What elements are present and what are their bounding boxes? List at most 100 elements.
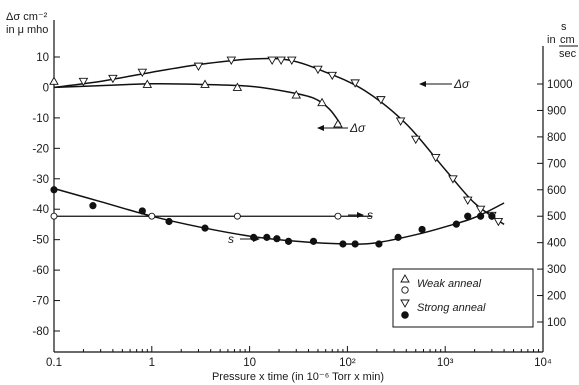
y-right-tick-label: 600: [547, 185, 566, 197]
legend-triangle-down-marker: [400, 299, 410, 308]
strong-delta-sigma-point: [448, 175, 458, 184]
weak-delta-sigma-point: [232, 82, 243, 91]
strong-delta-sigma-point: [137, 68, 148, 78]
strong-delta-sigma-curve: [53, 57, 505, 226]
legend-box: [392, 268, 534, 328]
strong-s-point: [309, 237, 318, 245]
strong-s-point: [263, 233, 271, 241]
annotation-weak-delta-sigma: Δσ: [317, 121, 366, 135]
x-tick-label: 10²: [339, 357, 356, 369]
strong-s-point: [394, 233, 402, 241]
y-right-tick-label: 200: [547, 291, 566, 303]
legend: Weak anneal Strong anneal: [392, 268, 534, 328]
annotation-label: s: [367, 208, 373, 222]
weak-delta-sigma-point: [200, 79, 210, 88]
legend-label-strong-anneal: Strong anneal: [417, 302, 486, 314]
strong-s-point: [138, 207, 146, 215]
strong-delta-sigma-point: [430, 154, 441, 163]
weak-delta-sigma-point: [317, 97, 327, 107]
strong-delta-sigma-point: [350, 79, 360, 88]
x-tick-label: 10: [243, 357, 256, 369]
annotation-arrowhead: [419, 81, 426, 87]
strong-s-point: [351, 240, 359, 248]
strong-delta-sigma-point: [193, 62, 204, 72]
annotation-label: Δσ: [453, 77, 470, 91]
strong-delta-sigma-point: [327, 71, 338, 81]
strong-delta-sigma-point: [287, 56, 297, 65]
strong-delta-sigma-point: [410, 135, 421, 145]
y-left-title-line2: in μ mho: [6, 24, 48, 36]
weak-s-point: [148, 212, 156, 220]
annotation-arrowhead: [357, 212, 364, 218]
strong-s-point: [339, 240, 347, 248]
legend-label-weak-anneal: Weak anneal: [417, 278, 482, 290]
weak-s-point: [233, 212, 241, 220]
y-left-tick-label: 0: [43, 82, 49, 94]
x-tick-label: 0.1: [46, 357, 62, 369]
strong-delta-sigma-point: [78, 77, 89, 87]
strong-s-point: [165, 217, 173, 226]
strong-delta-sigma-point: [493, 217, 504, 227]
weak-s-point: [334, 212, 342, 220]
x-axis-title: Pressure x time (in 10⁻⁶ Torr x min): [212, 371, 384, 383]
weak-delta-sigma-point: [333, 119, 343, 128]
strong-s-point: [418, 225, 426, 234]
strong-delta-sigma-point: [376, 96, 386, 105]
strong-delta-sigma-point: [267, 56, 277, 65]
y-left-tick-label: -20: [32, 143, 49, 155]
strong-s-point: [464, 212, 472, 220]
x-tick-label: 1: [149, 357, 155, 369]
annotation-arrowhead: [317, 125, 324, 131]
strong-s-curve: [53, 187, 505, 245]
annotation-label: Δσ: [349, 121, 366, 135]
annotation-arrowhead: [253, 236, 260, 242]
weak-delta-sigma-point: [291, 90, 302, 99]
y-right-tick-label: 800: [547, 132, 566, 144]
strong-delta-sigma-point: [276, 56, 286, 65]
y-left-tick-label: -50: [32, 235, 49, 247]
y-right-tick-label: 500: [547, 211, 566, 223]
weak-delta-sigma-point: [49, 76, 59, 85]
strong-delta-sigma-point: [108, 74, 118, 84]
strong-s-point: [284, 237, 293, 245]
weak-s-point: [50, 212, 58, 220]
y-right-tick-label: 400: [547, 238, 566, 250]
y-right-title-sec: sec: [559, 48, 577, 60]
strong-delta-sigma-point: [226, 56, 237, 65]
legend-triangle-up-marker: [400, 274, 410, 283]
strong-s-point: [273, 235, 281, 243]
annotation-strong-s: s: [228, 232, 260, 246]
weak-delta-sigma-point: [142, 79, 153, 88]
y-right-tick-label: 700: [547, 158, 566, 170]
y-right-tick-label: 900: [547, 105, 566, 117]
y-left-tick-label: -10: [32, 113, 49, 125]
y-right-title-s: s: [561, 21, 567, 33]
strong-delta-sigma-point: [475, 205, 486, 215]
y-left-tick-label: -70: [32, 296, 49, 308]
y-left-title-line1: Δσ cm⁻²: [6, 11, 48, 23]
annotation-label: s: [228, 232, 234, 246]
y-left-tick-label: 10: [36, 52, 49, 64]
y-right-title-in: in: [547, 34, 556, 46]
x-tick-label: 10³: [437, 357, 454, 369]
annotation-weak-s: s: [348, 208, 373, 222]
y-left-tick-label: -40: [32, 204, 49, 216]
strong-s-point: [201, 224, 209, 232]
x-tick-label: 10⁴: [534, 357, 552, 369]
legend-circle-open-marker: [401, 286, 409, 294]
y-right-tick-label: 1000: [547, 79, 573, 91]
strong-s-point: [476, 212, 485, 220]
y-left-tick-label: -80: [32, 326, 49, 338]
legend-circle-filled-marker: [401, 311, 409, 319]
strong-s-point: [488, 212, 496, 220]
y-right-tick-label: 100: [547, 317, 566, 329]
strong-s-point: [452, 220, 460, 228]
strong-delta-sigma-point: [313, 65, 323, 75]
points-layer: [49, 56, 504, 248]
y-right-title-cm: cm: [560, 34, 575, 46]
strong-s-point: [50, 186, 58, 194]
y-right-tick-label: 300: [547, 264, 566, 276]
strong-delta-sigma-point: [395, 117, 406, 126]
strong-s-point: [89, 202, 97, 210]
